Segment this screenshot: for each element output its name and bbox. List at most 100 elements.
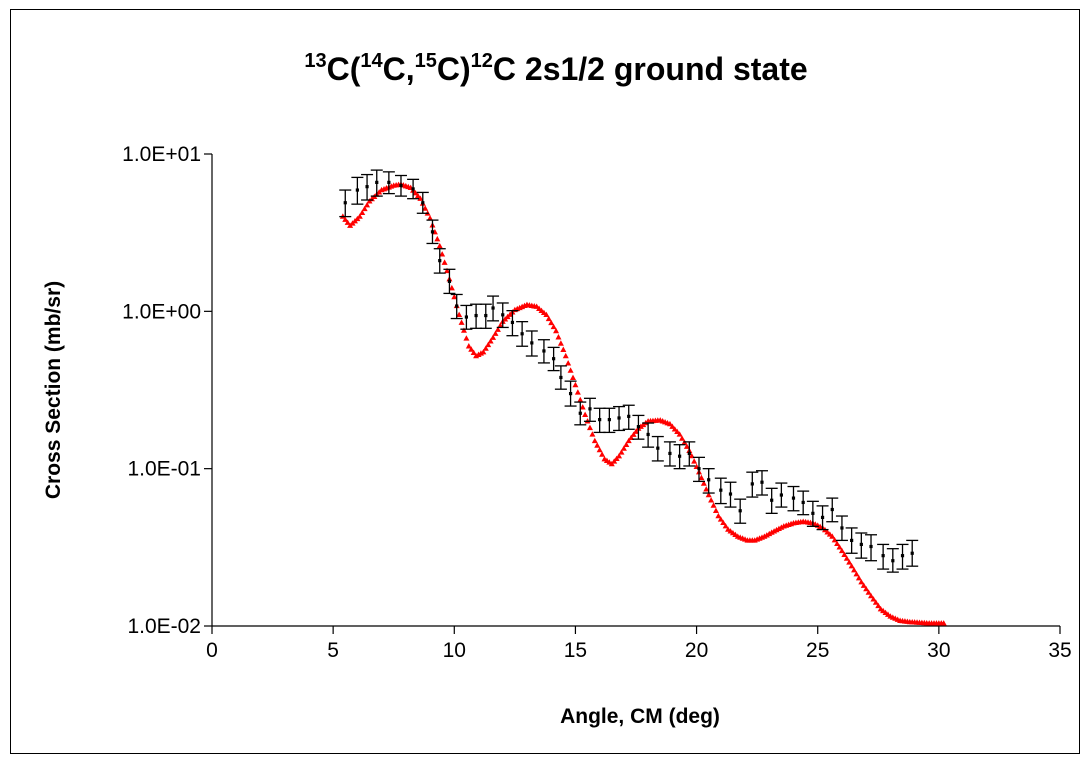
data-marker: [840, 526, 844, 530]
calc-point: [853, 570, 860, 577]
data-marker: [598, 418, 602, 422]
calc-point: [865, 589, 872, 595]
title-sup-1: 13: [304, 50, 326, 72]
data-point: [426, 219, 439, 245]
data-marker: [617, 416, 621, 420]
calc-point: [863, 585, 870, 592]
calc-point: [451, 293, 458, 300]
calc-point: [427, 215, 434, 221]
title-sup-3: 15: [415, 50, 437, 72]
calc-point: [596, 446, 603, 453]
data-marker: [568, 391, 573, 396]
calc-point: [562, 352, 569, 359]
data-point: [537, 339, 550, 364]
data-marker: [770, 498, 774, 502]
calc-point: [834, 540, 841, 546]
calc-point: [436, 242, 443, 249]
calc-point: [836, 544, 843, 550]
data-point: [583, 397, 596, 422]
data-marker: [530, 341, 534, 345]
data-marker: [501, 313, 505, 317]
data-point: [906, 539, 919, 567]
calc-point: [586, 424, 593, 431]
x-tick-label: 0: [206, 639, 218, 662]
calc-point: [589, 431, 596, 437]
data-marker: [646, 432, 650, 437]
calc-point: [543, 311, 550, 318]
data-point: [339, 189, 352, 218]
data-marker: [869, 544, 873, 549]
calc-point: [633, 428, 639, 434]
data-marker: [697, 467, 701, 471]
calc-point: [715, 512, 722, 519]
x-tick-label: 5: [327, 639, 339, 662]
data-marker: [542, 349, 546, 353]
calc-point: [872, 599, 879, 605]
data-point: [702, 468, 715, 494]
data-marker: [830, 507, 834, 512]
data-point: [361, 173, 374, 201]
calc-point: [720, 519, 727, 526]
data-point: [574, 401, 587, 426]
calc-point: [448, 284, 455, 291]
calc-point: [456, 311, 463, 318]
data-point: [370, 169, 383, 197]
calc-point: [630, 431, 637, 437]
calc-point: [710, 502, 717, 508]
data-point: [886, 548, 899, 573]
calc-point: [412, 190, 419, 196]
calc-point: [875, 602, 882, 609]
title-part-4: C 2s1/2 ground state: [493, 51, 808, 87]
data-marker: [820, 515, 825, 520]
data-point: [724, 481, 737, 508]
data-marker: [455, 304, 459, 308]
calc-point: [691, 458, 698, 464]
data-marker: [578, 411, 582, 415]
x-tick-label: 30: [927, 639, 950, 662]
data-marker: [421, 201, 425, 205]
data-marker: [510, 320, 515, 325]
data-marker: [760, 480, 764, 484]
calculation-series: [339, 181, 947, 626]
calc-point: [485, 341, 492, 348]
calc-point: [557, 340, 564, 346]
calc-point: [666, 420, 673, 427]
data-marker: [474, 313, 478, 318]
data-marker: [559, 375, 563, 380]
title-sup-4: 12: [471, 50, 493, 72]
data-marker: [850, 538, 854, 542]
calc-point: [361, 205, 368, 212]
calc-point: [829, 533, 836, 539]
calc-point: [851, 566, 858, 573]
data-marker: [719, 488, 723, 492]
data-point: [622, 404, 635, 430]
x-tick-label: 15: [564, 639, 587, 662]
calc-point: [855, 574, 862, 581]
calc-point: [868, 592, 875, 599]
calc-point: [599, 451, 606, 457]
data-point: [516, 320, 529, 347]
calc-point: [623, 441, 630, 447]
calc-point: [497, 322, 504, 328]
data-point: [877, 543, 890, 570]
data-point: [564, 380, 577, 407]
data-series: [339, 169, 919, 573]
data-point: [394, 174, 407, 197]
calc-point: [712, 507, 719, 513]
data-point: [692, 456, 705, 483]
calc-point: [860, 582, 867, 588]
calc-point: [698, 474, 705, 481]
axes: 0 5 10 15 20 25 30 35 1.0E-02 1.0E-01 1.0E+00 1.0E+…: [122, 143, 1072, 662]
data-marker: [707, 478, 711, 482]
calc-point: [618, 449, 625, 455]
data-marker: [779, 493, 783, 497]
data-marker: [891, 559, 895, 563]
data-point: [765, 487, 778, 514]
calc-point: [843, 555, 850, 561]
data-marker: [900, 554, 905, 558]
data-point: [487, 295, 500, 322]
data-marker: [859, 542, 863, 547]
calc-point: [708, 497, 715, 503]
calc-point: [417, 195, 424, 201]
data-point: [746, 471, 759, 498]
